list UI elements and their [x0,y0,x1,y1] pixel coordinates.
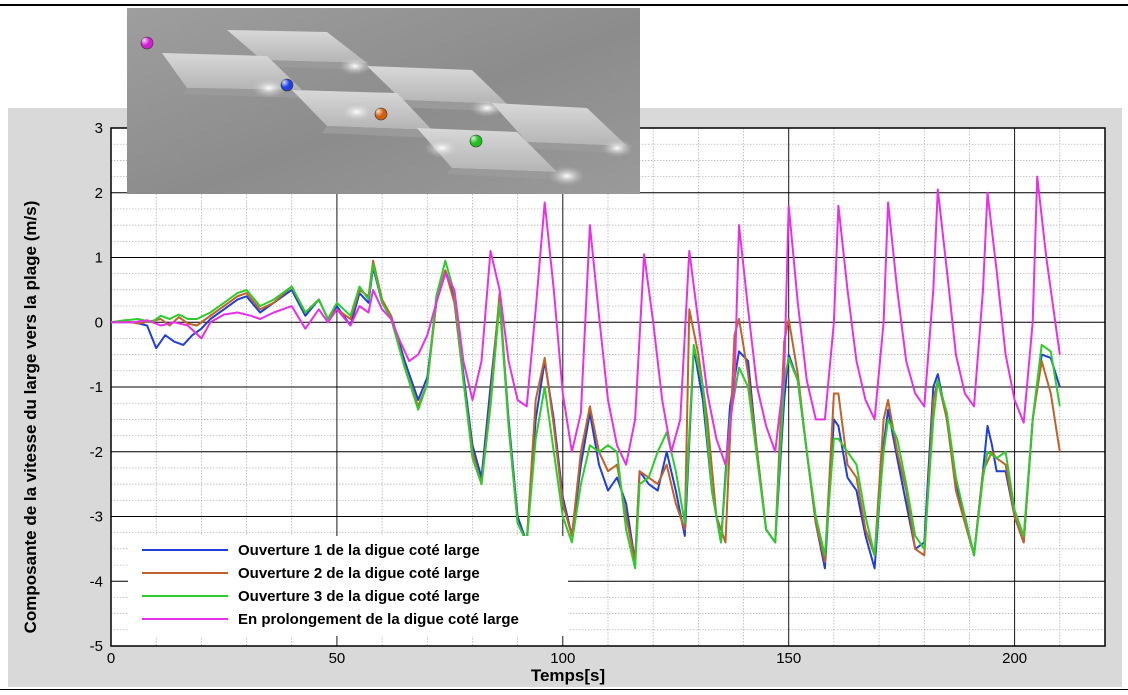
dyke-2 [162,53,305,98]
y-tick-label: 3 [95,120,103,137]
y-tick-label: -2 [90,444,103,461]
marker-ouverture-2-highlight [375,108,384,117]
top-rule [0,4,1128,6]
y-tick-label: -4 [90,573,103,590]
y-tick-label: 2 [95,185,103,202]
x-tick-label: 0 [107,650,115,667]
inset-scene [140,30,633,186]
bottom-rule [0,689,1128,690]
y-tick-label: -5 [90,638,103,655]
dyke-1 [227,30,371,75]
x-tick-label: 50 [329,650,346,667]
y-tick-label: -3 [90,509,103,526]
x-tick-label: 100 [550,650,575,667]
legend-label-1: Ouverture 1 de la digue coté large [238,542,480,559]
chart-panel: 0 50 100 150 200 -5 -4 -3 -2 -1 0 1 2 3 Composante de… [8,108,1122,687]
dyke-5 [492,103,633,157]
axis-ticks: 0 50 100 150 200 -5 -4 -3 -2 -1 0 1 2 3 [90,120,1027,667]
dyke-3 [367,66,509,117]
x-tick-label: 200 [1002,650,1027,667]
legend-label-3: Ouverture 3 de la digue coté large [238,588,480,605]
y-tick-label: -1 [90,379,103,396]
legend-label-2: Ouverture 2 de la digue coté large [238,565,480,582]
legend-label-4: En prolongement de la digue coté large [238,611,519,628]
marker-ouverture-3-highlight [470,135,479,144]
series-line-4 [111,175,1061,466]
x-tick-label: 150 [776,650,801,667]
marker-prolongement-highlight [141,37,150,46]
y-tick-label: 0 [95,314,103,331]
marker-ouverture-1-highlight [281,79,290,88]
dyke-4 [292,90,435,138]
x-axis-label: Temps[s] [531,666,605,685]
y-tick-label: 1 [95,250,103,267]
series-layer [110,175,1061,570]
series-line-3 [110,259,1061,570]
inset-3d-view [127,8,640,194]
inset-markers [140,36,483,148]
y-axis-label: Composante de la vitesse du large vers l… [21,201,40,634]
dyke-6 [417,128,585,186]
legend: Ouverture 1 de la digue coté large Ouvert… [128,536,568,636]
line-chart: 0 50 100 150 200 -5 -4 -3 -2 -1 0 1 2 3 Composante de… [21,120,1106,685]
